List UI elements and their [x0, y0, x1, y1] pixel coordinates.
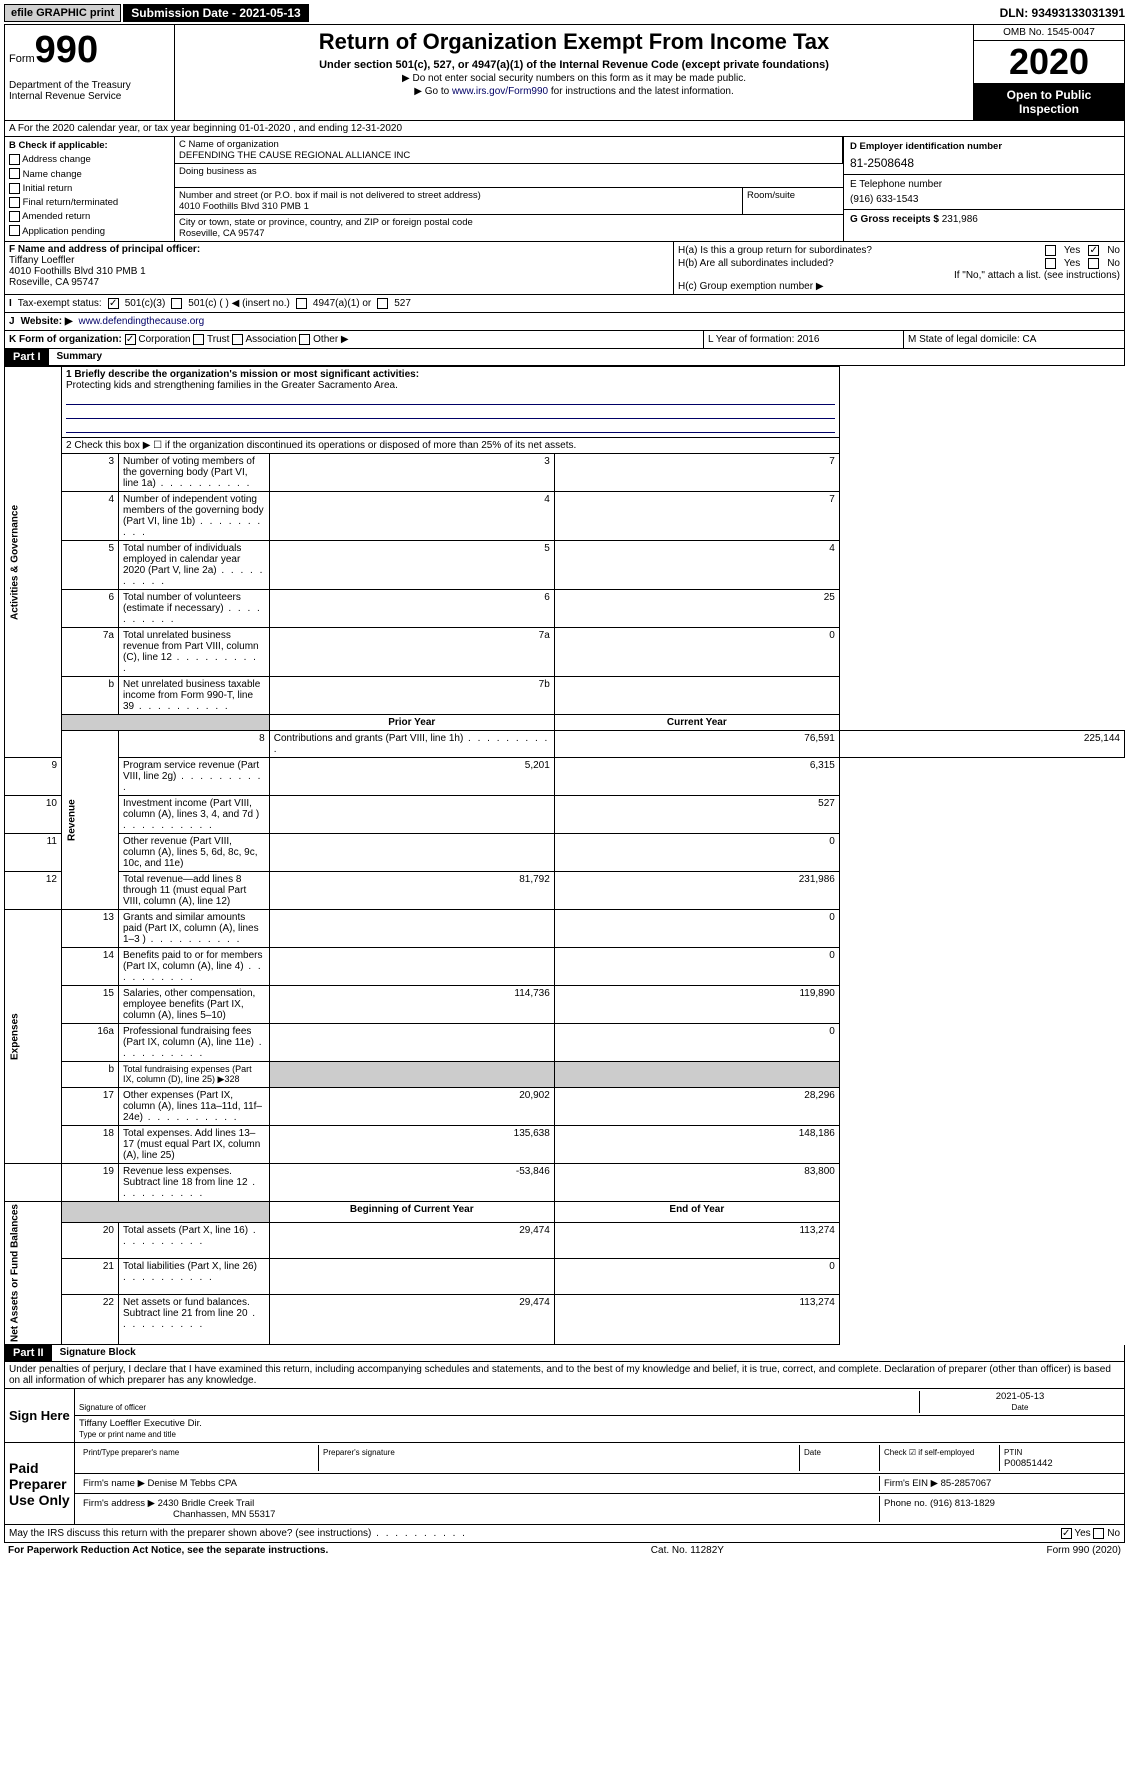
- paid-preparer-block: Paid Preparer Use Only Print/Type prepar…: [4, 1443, 1125, 1525]
- f-label: F Name and address of principal officer:: [9, 244, 200, 255]
- website-link[interactable]: www.defendingthecause.org: [79, 316, 205, 327]
- ha-yes[interactable]: [1045, 245, 1056, 256]
- attach-note: If "No," attach a list. (see instruction…: [678, 270, 1120, 281]
- firm-name: Denise M Tebbs CPA: [148, 1478, 237, 1489]
- name-change-check[interactable]: [9, 168, 20, 179]
- firm-city: Chanhassen, MN 55317: [173, 1509, 275, 1520]
- subtitle: Under section 501(c), 527, or 4947(a)(1)…: [179, 59, 969, 71]
- form-number: 990: [35, 29, 98, 71]
- corp-check[interactable]: [125, 334, 136, 345]
- phone-label: E Telephone number: [850, 179, 1118, 190]
- footer: For Paperwork Reduction Act Notice, see …: [4, 1543, 1125, 1558]
- form-label: Form: [9, 53, 35, 65]
- assoc-check[interactable]: [232, 334, 243, 345]
- irs-link[interactable]: www.irs.gov/Form990: [452, 86, 548, 97]
- 501c3-check[interactable]: [108, 298, 119, 309]
- year-formation: L Year of formation: 2016: [704, 331, 904, 348]
- firm-addr: 2430 Bridle Creek Trail: [158, 1498, 255, 1509]
- officer-typed-name: Tiffany Loeffler Executive Dir.: [79, 1418, 202, 1429]
- side-revenue: Revenue: [62, 731, 119, 910]
- tax-year: 2020: [974, 41, 1124, 84]
- 4947-check[interactable]: [296, 298, 307, 309]
- ein-value: 81-2508648: [850, 156, 1118, 170]
- phone-value: (916) 633-1543: [850, 194, 1118, 205]
- org-name: DEFENDING THE CAUSE REGIONAL ALLIANCE IN…: [179, 150, 410, 161]
- ssn-notice: ▶ Do not enter social security numbers o…: [179, 73, 969, 84]
- ha-label: H(a) Is this a group return for subordin…: [678, 245, 872, 256]
- dba-label: Doing business as: [179, 166, 257, 177]
- efile-btn[interactable]: efile GRAPHIC print: [4, 4, 121, 22]
- firm-ein: 85-2857067: [941, 1478, 992, 1489]
- name-label: C Name of organization: [179, 139, 279, 150]
- section-bcd: B Check if applicable: Address change Na…: [4, 137, 1125, 242]
- line2: 2 Check this box ▶ ☐ if the organization…: [62, 438, 840, 454]
- final-check[interactable]: [9, 197, 20, 208]
- mission-text: Protecting kids and strengthening famili…: [66, 380, 398, 391]
- sign-here-block: Sign Here Signature of officer2021-05-13…: [4, 1389, 1125, 1443]
- check-applicable: B Check if applicable: Address change Na…: [5, 137, 175, 241]
- discuss-yes[interactable]: [1061, 1528, 1072, 1539]
- side-governance: Activities & Governance: [5, 367, 62, 758]
- row-k: K Form of organization: Corporation Trus…: [4, 331, 1125, 349]
- initial-check[interactable]: [9, 183, 20, 194]
- officer-name: Tiffany Loeffler: [9, 255, 74, 266]
- submission-date: Submission Date - 2021-05-13: [123, 4, 308, 22]
- 501c-check[interactable]: [171, 298, 182, 309]
- form-header: Form990 Department of the Treasury Inter…: [4, 24, 1125, 121]
- room-label: Room/suite: [747, 190, 795, 201]
- row-i: I Tax-exempt status: 501(c)(3) 501(c) ( …: [4, 295, 1125, 313]
- ptin-value: P00851442: [1004, 1458, 1053, 1469]
- sign-here-label: Sign Here: [5, 1389, 75, 1442]
- side-netassets: Net Assets or Fund Balances: [5, 1202, 62, 1345]
- part1-header: Part I Summary: [4, 349, 1125, 366]
- addr-change-check[interactable]: [9, 154, 20, 165]
- discuss-row: May the IRS discuss this return with the…: [4, 1525, 1125, 1543]
- city-label: City or town, state or province, country…: [179, 217, 473, 228]
- hb-yes[interactable]: [1045, 258, 1056, 269]
- state-domicile: M State of legal domicile: CA: [904, 331, 1124, 348]
- perjury-text: Under penalties of perjury, I declare th…: [4, 1362, 1125, 1389]
- gross-value: 231,986: [942, 214, 978, 225]
- summary-table: Activities & Governance 1 Briefly descri…: [4, 366, 1125, 1345]
- org-city: Roseville, CA 95747: [179, 228, 265, 239]
- row-a: A For the 2020 calendar year, or tax yea…: [4, 121, 1125, 137]
- row-j: J Website: ▶ www.defendingthecause.org: [4, 313, 1125, 331]
- part2-header: Part II Signature Block: [4, 1345, 1125, 1362]
- goto-line: ▶ Go to www.irs.gov/Form990 for instruct…: [179, 86, 969, 97]
- hb-no[interactable]: [1088, 258, 1099, 269]
- other-check[interactable]: [299, 334, 310, 345]
- addr-label: Number and street (or P.O. box if mail i…: [179, 190, 481, 201]
- side-expenses: Expenses: [5, 910, 62, 1164]
- open-public: Open to Public Inspection: [974, 84, 1124, 120]
- firm-phone: (916) 813-1829: [930, 1498, 995, 1509]
- gross-label: G Gross receipts $: [850, 214, 942, 225]
- main-title: Return of Organization Exempt From Incom…: [179, 29, 969, 55]
- discuss-no[interactable]: [1093, 1528, 1104, 1539]
- hc-label: H(c) Group exemption number ▶: [678, 281, 1120, 292]
- omb-number: OMB No. 1545-0047: [974, 25, 1124, 41]
- ein-label: D Employer identification number: [850, 141, 1118, 152]
- amended-check[interactable]: [9, 211, 20, 222]
- 527-check[interactable]: [377, 298, 388, 309]
- pending-check[interactable]: [9, 225, 20, 236]
- org-addr: 4010 Foothills Blvd 310 PMB 1: [179, 201, 309, 212]
- top-bar: efile GRAPHIC print Submission Date - 20…: [4, 4, 1125, 22]
- paid-prep-label: Paid Preparer Use Only: [5, 1443, 75, 1524]
- section-fh: F Name and address of principal officer:…: [4, 242, 1125, 295]
- dept-treasury: Department of the Treasury Internal Reve…: [9, 80, 170, 102]
- officer-addr: 4010 Foothills Blvd 310 PMB 1: [9, 266, 146, 277]
- hb-label: H(b) Are all subordinates included?: [678, 258, 834, 269]
- trust-check[interactable]: [193, 334, 204, 345]
- officer-city: Roseville, CA 95747: [9, 277, 99, 288]
- dln: DLN: 93493133031391: [1000, 6, 1125, 20]
- ha-no[interactable]: [1088, 245, 1099, 256]
